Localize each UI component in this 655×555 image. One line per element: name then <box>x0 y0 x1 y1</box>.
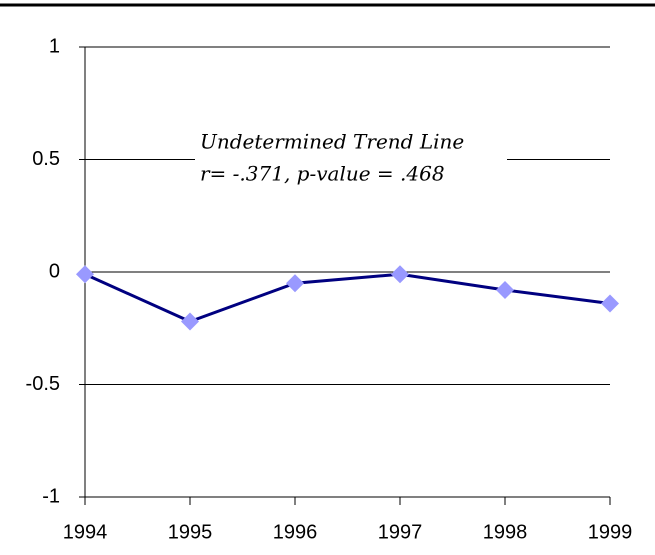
data-point <box>496 281 514 299</box>
annotation: r= -.371, p-value = .468 <box>200 162 445 186</box>
x-tick-label: 1999 <box>588 521 633 543</box>
series-line <box>84 272 611 324</box>
x-tick-label: 1995 <box>168 521 213 543</box>
annotation-background <box>195 125 507 193</box>
y-tick-label: 0.5 <box>32 148 60 170</box>
y-tick-label: -0.5 <box>26 373 60 395</box>
x-tick-label: 1996 <box>273 521 318 543</box>
x-tick-label: 1998 <box>483 521 528 543</box>
y-tick-label: 0 <box>49 260 60 282</box>
y-tick-label: -1 <box>42 485 60 507</box>
data-point <box>76 265 94 284</box>
x-tick-label: 1997 <box>378 521 423 543</box>
data-point <box>286 274 304 293</box>
x-tick-label: 1994 <box>63 521 108 543</box>
data-point <box>181 312 199 331</box>
data-point <box>601 294 619 313</box>
data-point <box>391 265 409 284</box>
annotation: Undetermined Trend Line <box>200 130 464 154</box>
y-tick-label: 1 <box>49 35 60 57</box>
